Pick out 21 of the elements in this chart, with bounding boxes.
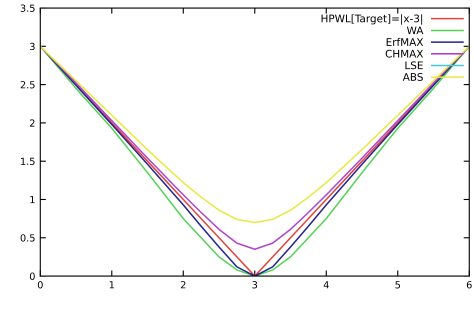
- legend-label: LSE: [405, 61, 423, 70]
- y-tick-label: 0: [30, 272, 35, 280]
- x-tick-label: 4: [324, 281, 329, 288]
- x-tick-label: 6: [466, 281, 472, 288]
- y-tick-label: 2: [30, 119, 34, 127]
- y-tick-label: 3: [30, 42, 35, 50]
- y-tick-label: 2.5: [20, 81, 35, 88]
- legend-label: CHMAX: [386, 50, 424, 58]
- y-tick-label: 3.5: [20, 4, 35, 12]
- legend-label: HPWL[Target]=|x-3|: [322, 14, 422, 25]
- y-tick-label: 1.5: [21, 158, 35, 166]
- legend-label: WA: [406, 26, 424, 34]
- x-tick-label: 3: [252, 281, 258, 288]
- x-tick-label: 5: [395, 281, 400, 288]
- x-tick-label: 2: [180, 281, 186, 288]
- y-tick-label: 1: [30, 196, 35, 204]
- x-tick-label: 1: [110, 281, 114, 288]
- y-tick-label: 0.5: [20, 234, 35, 242]
- legend-label: ErfMAX: [386, 38, 424, 46]
- legend-label: ABS: [402, 73, 423, 81]
- x-tick-label: 0: [38, 281, 43, 288]
